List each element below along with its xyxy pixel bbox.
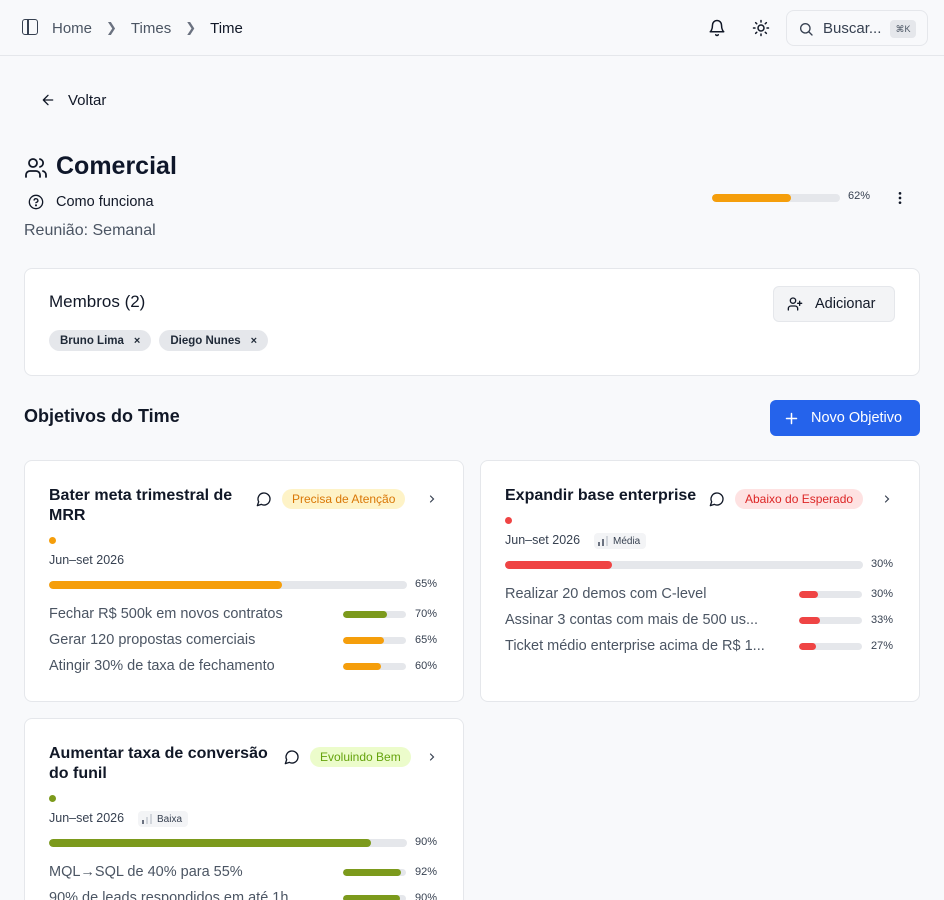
members-card: Membros (2) Bruno Lima × Diego Nunes × A… bbox=[24, 268, 920, 376]
objective-progress-bar bbox=[49, 839, 407, 847]
objective-title: Expandir base enterprise bbox=[505, 487, 697, 504]
priority-label: Média bbox=[613, 535, 641, 547]
status-dot bbox=[49, 537, 56, 544]
chevron-right-icon[interactable] bbox=[426, 493, 438, 505]
priority-label: Baixa bbox=[157, 813, 183, 825]
chevron-right-icon: ❯ bbox=[106, 20, 117, 35]
key-result-progress-bar bbox=[799, 617, 862, 624]
key-result-percent: 30% bbox=[871, 588, 894, 600]
member-chip: Diego Nunes × bbox=[159, 330, 269, 351]
new-objective-button[interactable]: Novo Objetivo bbox=[770, 400, 920, 436]
objective-progress-percent: 65% bbox=[415, 578, 438, 590]
key-result-label: 90% de leads respondidos em até 1h bbox=[49, 890, 289, 900]
member-chip: Bruno Lima × bbox=[49, 330, 152, 351]
key-result-progress-bar bbox=[343, 895, 406, 900]
key-result-progress-bar bbox=[343, 663, 406, 670]
new-objective-label: Novo Objetivo bbox=[811, 410, 903, 426]
how-it-works-label: Como funciona bbox=[56, 194, 154, 210]
objective-title: Bater meta trimestral de MRR bbox=[49, 487, 233, 524]
key-result-label: Realizar 20 demos com C-level bbox=[505, 586, 707, 602]
comment-icon[interactable] bbox=[709, 491, 725, 507]
key-result-percent: 27% bbox=[871, 640, 894, 652]
key-result-progress-bar bbox=[799, 643, 862, 650]
search-icon bbox=[800, 23, 813, 36]
bell-icon[interactable] bbox=[708, 19, 726, 37]
breadcrumb-home[interactable]: Home bbox=[52, 19, 93, 37]
key-result-label: MQL→SQL de 40% para 55% bbox=[49, 864, 243, 880]
objective-period: Jun–set 2026 bbox=[49, 811, 125, 825]
key-result-progress-bar bbox=[343, 869, 406, 876]
key-result-label: Fechar R$ 500k em novos contratos bbox=[49, 606, 283, 622]
chevron-right-icon[interactable] bbox=[881, 493, 893, 505]
top-bar: Home ❯ Times ❯ Time Buscar... ⌘K bbox=[0, 0, 944, 56]
members-title: Membros (2) bbox=[49, 292, 146, 311]
key-result-progress-bar bbox=[799, 591, 862, 598]
member-name: Diego Nunes bbox=[170, 334, 241, 347]
key-result-percent: 60% bbox=[415, 660, 438, 672]
comment-icon[interactable] bbox=[284, 749, 300, 765]
key-result-label: Assinar 3 contas com mais de 500 us... bbox=[505, 612, 759, 628]
objective-card[interactable]: Bater meta trimestral de MRR Precisa de … bbox=[24, 460, 464, 702]
breadcrumb-times[interactable]: Times bbox=[130, 19, 172, 37]
objective-title: Aumentar taxa de conversão do funil bbox=[49, 745, 268, 782]
key-result-label: Ticket médio enterprise acima de R$ 1... bbox=[505, 638, 765, 654]
key-result-label: Gerar 120 propostas comerciais bbox=[49, 632, 256, 648]
signal-bars-icon bbox=[598, 536, 608, 546]
search-shortcut: ⌘K bbox=[890, 20, 916, 38]
objective-progress-percent: 30% bbox=[871, 558, 894, 570]
priority-badge: Média bbox=[594, 533, 647, 549]
objective-progress-bar bbox=[505, 561, 863, 569]
back-button[interactable]: Voltar bbox=[40, 90, 106, 110]
how-it-works-link[interactable]: Como funciona bbox=[28, 193, 154, 211]
key-result-progress-bar bbox=[343, 611, 406, 618]
remove-member-icon[interactable]: × bbox=[250, 334, 258, 347]
objective-progress-bar bbox=[49, 581, 407, 589]
status-badge: Precisa de Atenção bbox=[282, 489, 406, 509]
search-label: Buscar... bbox=[823, 20, 882, 37]
users-icon bbox=[25, 158, 47, 178]
chevron-right-icon: ❯ bbox=[185, 20, 197, 35]
key-result-percent: 70% bbox=[415, 608, 438, 620]
objectives-title: Objetivos do Time bbox=[24, 406, 180, 426]
team-progress-percent: 62% bbox=[848, 190, 871, 202]
member-chips: Bruno Lima × Diego Nunes × bbox=[49, 330, 269, 351]
status-badge: Evoluindo Bem bbox=[310, 747, 411, 767]
key-result-percent: 90% bbox=[415, 892, 438, 900]
objective-card[interactable]: Aumentar taxa de conversão do funil Evol… bbox=[24, 718, 464, 900]
objective-period: Jun–set 2026 bbox=[49, 553, 125, 567]
objective-card[interactable]: Expandir base enterprise Abaixo do Esper… bbox=[480, 460, 920, 702]
key-result-percent: 33% bbox=[871, 614, 894, 626]
objective-progress-percent: 90% bbox=[415, 836, 438, 848]
signal-bars-icon bbox=[142, 814, 152, 824]
arrow-left-icon bbox=[42, 94, 54, 106]
page-title: Comercial bbox=[56, 152, 177, 180]
status-badge: Abaixo do Esperado bbox=[735, 489, 864, 509]
status-dot bbox=[505, 517, 512, 524]
plus-icon bbox=[785, 412, 798, 424]
add-member-button[interactable]: Adicionar bbox=[773, 286, 895, 322]
meeting-frequency: Reunião: Semanal bbox=[24, 222, 156, 239]
member-name: Bruno Lima bbox=[60, 334, 124, 347]
search-button[interactable]: Buscar... ⌘K bbox=[786, 10, 928, 46]
more-vertical-icon[interactable] bbox=[892, 190, 908, 206]
priority-badge: Baixa bbox=[138, 811, 189, 827]
key-result-percent: 65% bbox=[415, 634, 438, 646]
team-progress-bar bbox=[712, 194, 840, 202]
chevron-right-icon[interactable] bbox=[426, 751, 438, 763]
key-result-label: Atingir 30% de taxa de fechamento bbox=[49, 658, 275, 674]
sidebar-toggle-icon[interactable] bbox=[22, 19, 38, 35]
remove-member-icon[interactable]: × bbox=[133, 334, 141, 347]
back-label: Voltar bbox=[68, 91, 107, 109]
key-result-percent: 92% bbox=[415, 866, 438, 878]
add-member-label: Adicionar bbox=[815, 296, 876, 312]
key-result-progress-bar bbox=[343, 637, 406, 644]
breadcrumb: Home ❯ Times ❯ Time bbox=[52, 18, 243, 38]
theme-toggle-icon[interactable] bbox=[752, 19, 770, 37]
status-dot bbox=[49, 795, 56, 802]
breadcrumb-current: Time bbox=[210, 19, 243, 37]
user-plus-icon bbox=[787, 297, 803, 311]
comment-icon[interactable] bbox=[256, 491, 272, 507]
help-circle-icon bbox=[28, 194, 44, 210]
objective-period: Jun–set 2026 bbox=[505, 533, 581, 547]
